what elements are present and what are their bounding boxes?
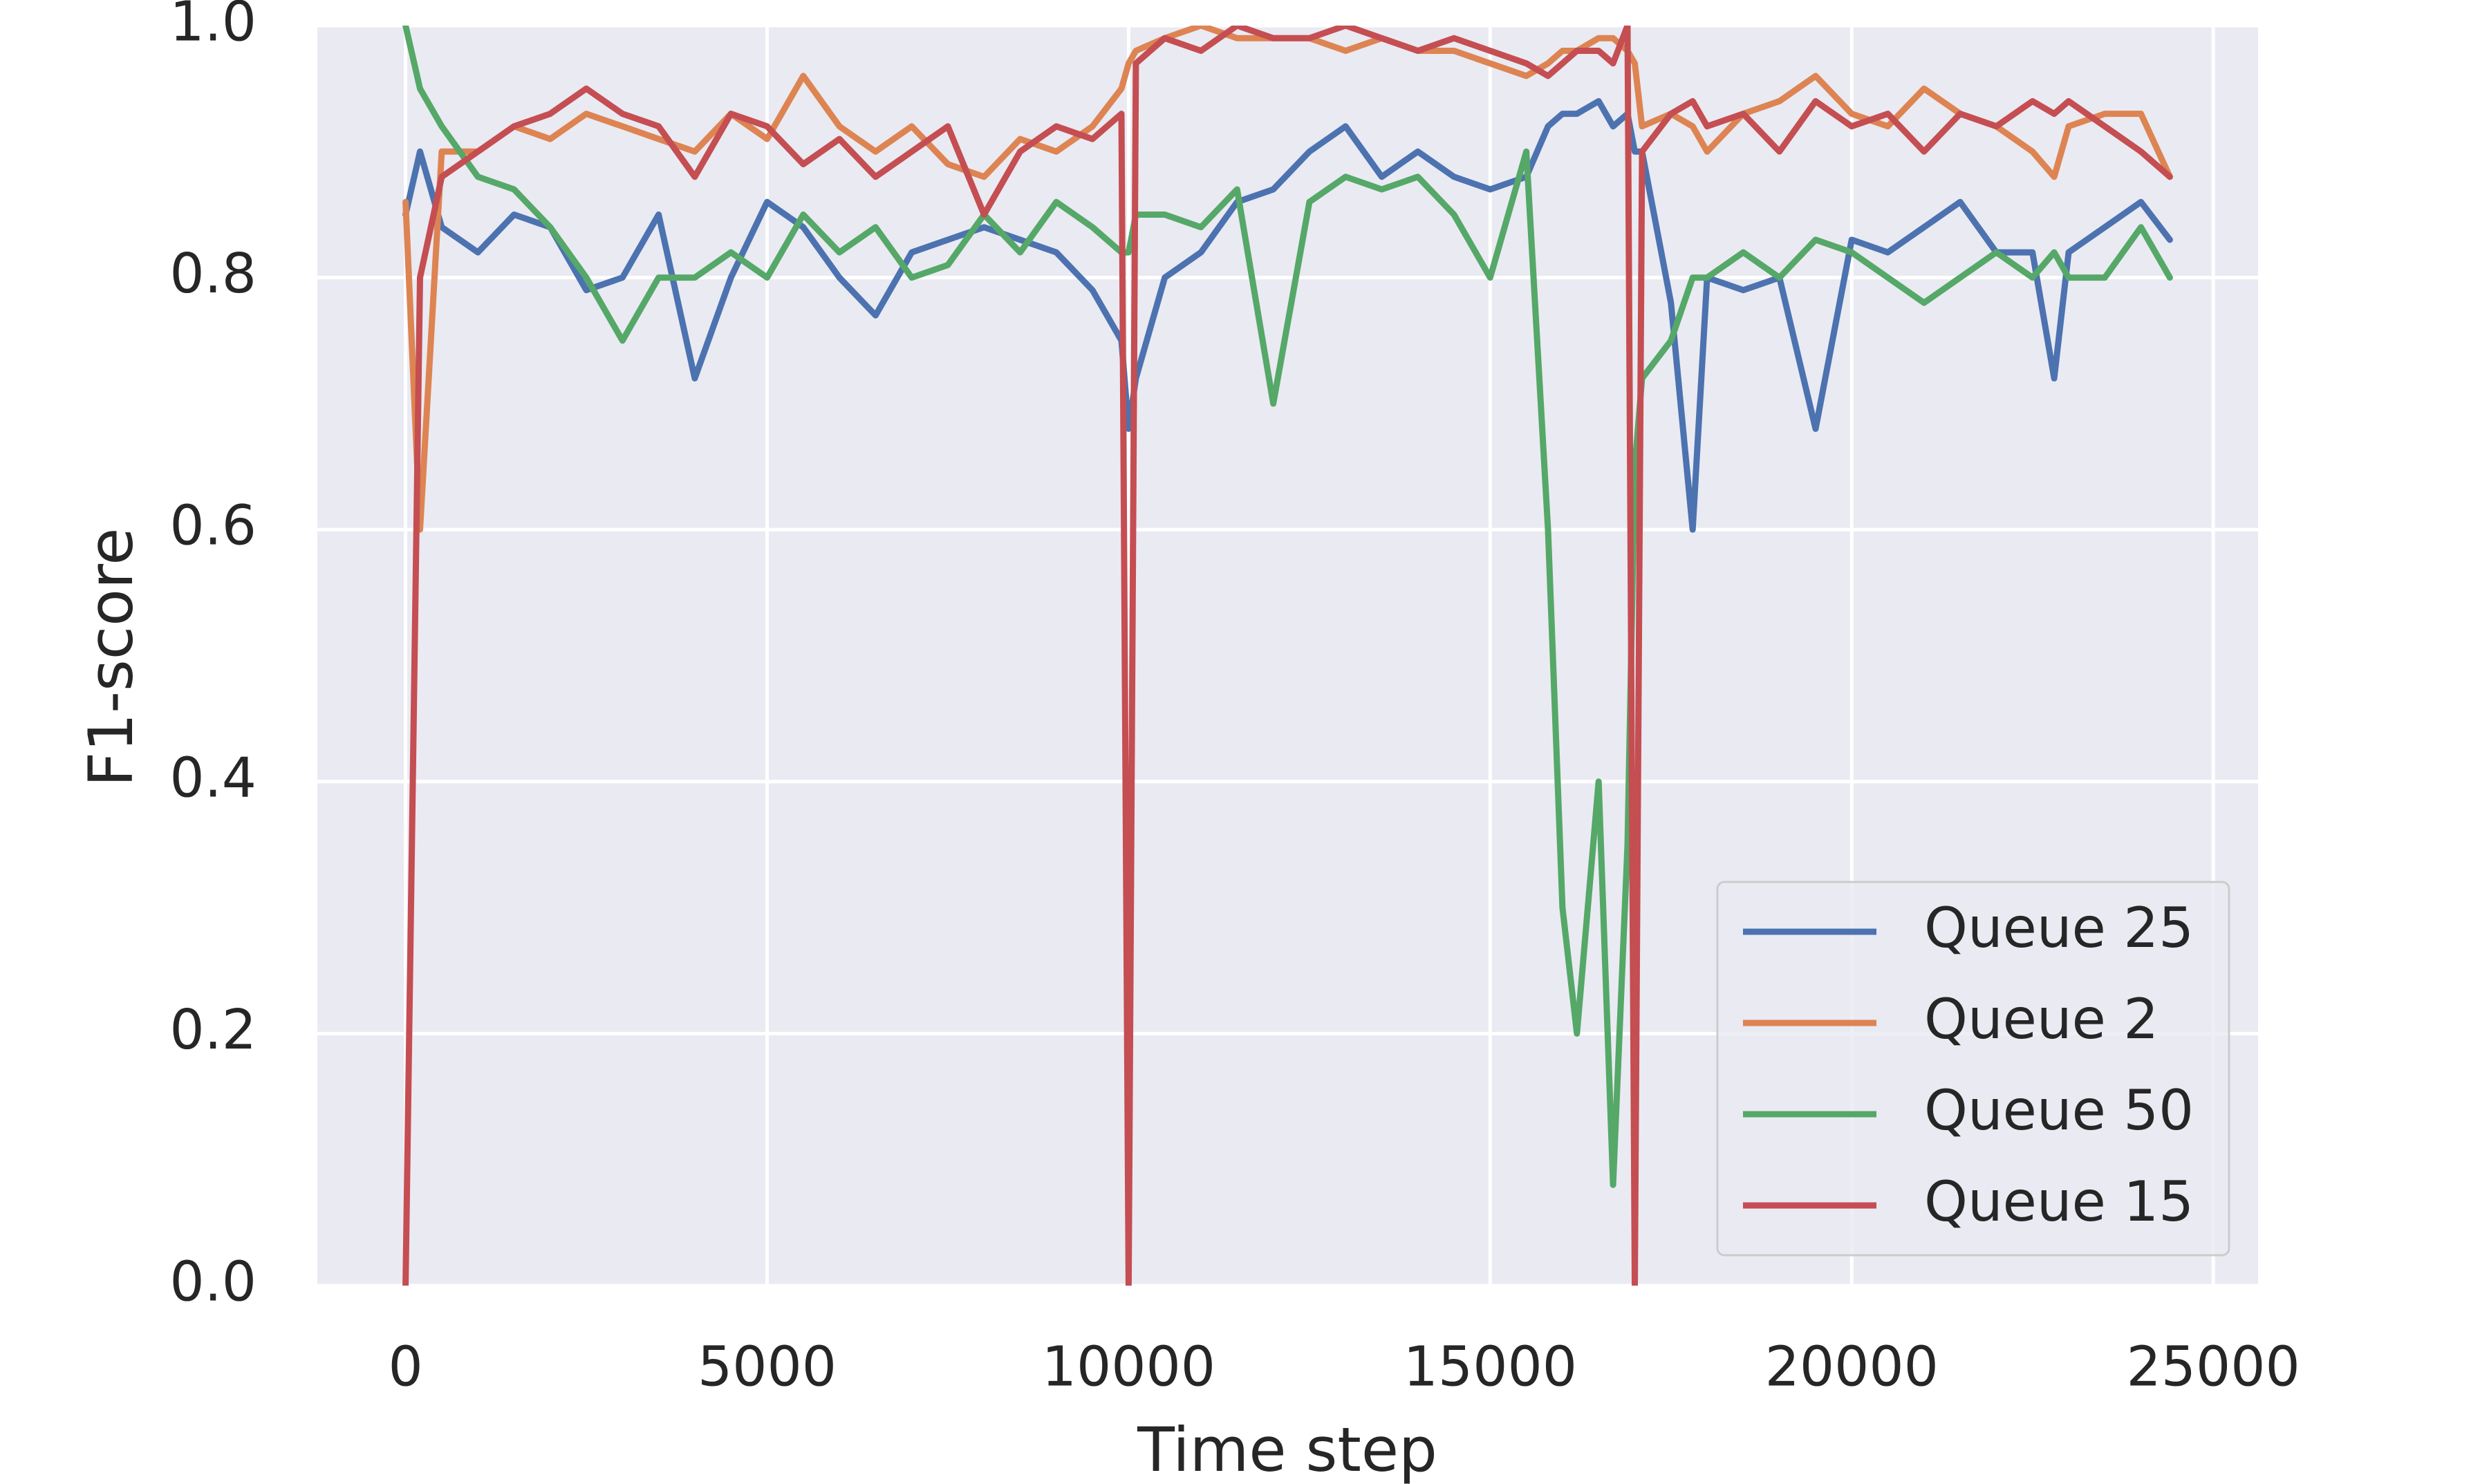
y-tick-label: 0.2 xyxy=(169,998,257,1062)
ticks: 0 5000 10000 15000 20000 25000 0.0 0.2 0.4 0.6 0.8… xyxy=(169,0,2300,1398)
x-tick-label: 10000 xyxy=(1042,1335,1215,1398)
series-line xyxy=(402,26,2173,1188)
legend-box xyxy=(1716,881,2230,1257)
legend-label: Queue 2 xyxy=(1924,987,2159,1051)
x-tick-label: 15000 xyxy=(1404,1335,1577,1398)
legend-label: Queue 50 xyxy=(1924,1078,2194,1143)
x-axis-label: Time step xyxy=(1137,1414,1437,1484)
y-tick-label: 0.4 xyxy=(169,746,257,809)
lines xyxy=(402,26,2173,1286)
series-line xyxy=(402,26,2173,1286)
y-axis-label: F1-score xyxy=(75,528,147,787)
y-tick-label: 0.0 xyxy=(169,1250,257,1313)
y-tick-label: 0.6 xyxy=(169,494,257,558)
legend: Queue 25 Queue 2 Queue 50 Queue 15 xyxy=(1716,881,2230,1257)
x-tick-label: 5000 xyxy=(698,1335,837,1398)
grid xyxy=(317,24,2258,1288)
legend-label: Queue 25 xyxy=(1924,896,2194,960)
series-line xyxy=(402,97,2173,533)
x-tick-label: 0 xyxy=(388,1335,422,1398)
x-tick-label: 20000 xyxy=(1765,1335,1939,1398)
y-tick-label: 1.0 xyxy=(169,0,257,53)
x-tick-label: 25000 xyxy=(2127,1335,2300,1398)
y-tick-label: 0.8 xyxy=(169,242,257,306)
legend-label: Queue 15 xyxy=(1924,1170,2194,1234)
